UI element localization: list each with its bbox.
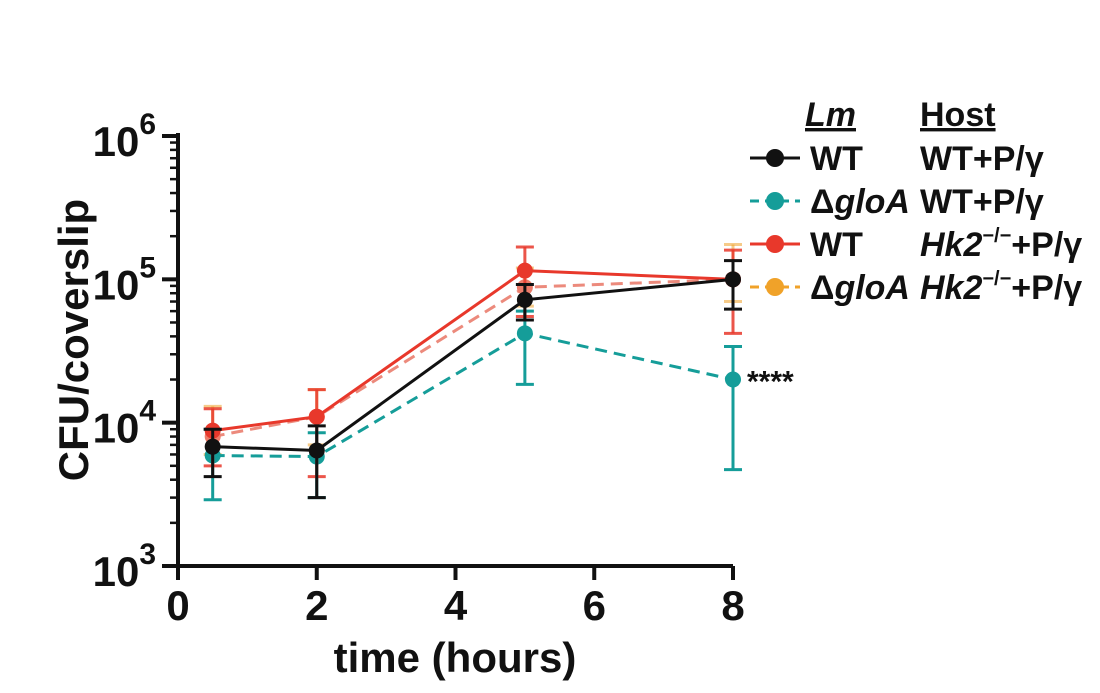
x-axis-title: time (hours) (334, 634, 577, 681)
legend-entry-1: ΔgloA WT+P/γ (750, 183, 1044, 221)
legend-header-lm: Lm (805, 96, 856, 134)
x-tick-label: 0 (166, 582, 189, 629)
data-point (725, 371, 741, 388)
legend-marker (766, 149, 784, 167)
series-line (212, 331, 734, 459)
y-tick-label: 104 (93, 395, 157, 452)
series-layer (203, 242, 742, 502)
legend-host-label: WT+P/γ (920, 140, 1044, 178)
legend-marker (766, 278, 784, 296)
data-point (516, 325, 533, 342)
data-point (516, 291, 533, 308)
legend-entry-0: WT WT+P/γ (750, 140, 1044, 178)
y-axis-title: CFU/coverslip (50, 199, 97, 481)
annotation-layer: **** (747, 366, 794, 399)
legend-lm-label: WT (810, 140, 863, 178)
legend-marker (766, 235, 784, 253)
legend-host-label: Hk2−/−+P/γ (920, 225, 1082, 264)
significance-annotation: **** (747, 366, 794, 399)
series-line (212, 277, 734, 439)
series-0 (203, 259, 742, 500)
y-tick-label: 105 (93, 251, 156, 308)
legend-lm-label: ΔgloA (810, 183, 910, 221)
x-ticks: 0 2 4 6 8 (166, 566, 745, 629)
x-tick-label: 8 (721, 582, 744, 629)
series-2 (203, 245, 742, 479)
series-1 (203, 309, 742, 502)
legend-host-label: WT+P/γ (920, 183, 1044, 221)
data-point (725, 271, 741, 288)
x-tick-label: 2 (305, 582, 328, 629)
x-tick-label: 4 (444, 582, 468, 629)
data-point (308, 408, 325, 425)
data-point (516, 262, 533, 279)
legend-lm-label: WT (810, 226, 863, 264)
series-line (212, 277, 734, 452)
x-tick-label: 6 (583, 582, 606, 629)
data-point (204, 438, 221, 455)
legend-entry-3: ΔgloA Hk2−/−+P/γ (750, 268, 1082, 307)
series-line (212, 269, 734, 433)
legend-host-label: Hk2−/−+P/γ (920, 268, 1082, 307)
y-ticks: 103 104 105 106 (93, 108, 178, 595)
legend-lm-label: ΔgloA (810, 269, 910, 307)
legend-entry-2: WT Hk2−/−+P/γ (750, 225, 1082, 264)
legend-header-host: Host (920, 96, 996, 134)
legend-marker (766, 192, 784, 210)
y-tick-label: 106 (93, 108, 156, 165)
y-tick-label: 103 (93, 538, 156, 595)
data-point (308, 442, 325, 459)
